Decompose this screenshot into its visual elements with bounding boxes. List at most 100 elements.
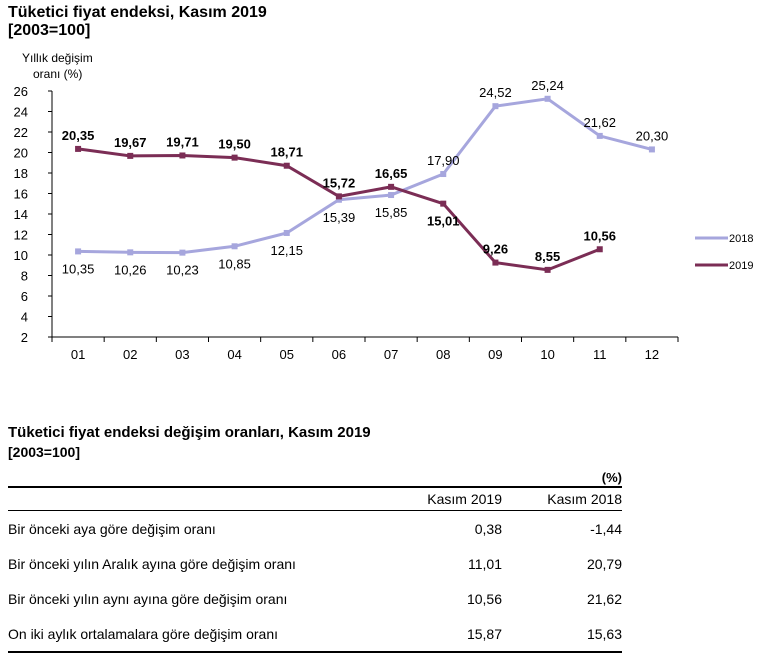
data-point-2019 xyxy=(179,152,186,159)
data-label-2018: 17,90 xyxy=(427,153,460,168)
data-label-2019: 19,67 xyxy=(114,135,147,150)
line-chart: Yıllık değişim oranı (%) 246810121416182… xyxy=(14,51,754,362)
data-label-2019: 15,01 xyxy=(427,214,460,229)
row-label: Bir önceki yılın aynı ayına göre değişim… xyxy=(8,590,288,607)
data-point-2019 xyxy=(231,154,238,161)
y-axis-label-line2: oranı (%) xyxy=(33,67,82,81)
data-label-2018: 15,39 xyxy=(323,210,356,225)
y-tick-label: 12 xyxy=(14,228,28,243)
data-point-2018 xyxy=(127,249,134,256)
data-label-2019: 16,65 xyxy=(375,166,408,181)
data-point-2019 xyxy=(544,266,551,273)
data-point-2018 xyxy=(492,103,499,110)
table-row: Bir önceki aya göre değişim oranı 0,38 -1,… xyxy=(8,511,622,546)
row-label: Bir önceki aya göre değişim oranı xyxy=(8,520,216,537)
data-point-2018 xyxy=(440,171,447,178)
x-tick-label: 08 xyxy=(436,347,450,362)
data-label-2019: 20,35 xyxy=(62,128,95,143)
data-label-2019: 19,50 xyxy=(218,137,251,152)
data-point-2018 xyxy=(544,95,551,102)
data-label-2018: 20,30 xyxy=(636,128,669,143)
row-value-2018: -1,44 xyxy=(590,520,622,537)
x-tick-label: 03 xyxy=(175,347,189,362)
row-label: Bir önceki yılın Aralık ayına göre değiş… xyxy=(8,555,296,572)
data-label-2018: 24,52 xyxy=(479,85,512,100)
y-tick-label: 16 xyxy=(14,187,28,202)
x-tick-label: 10 xyxy=(540,347,554,362)
data-point-2018 xyxy=(231,243,238,250)
data-label-2018: 21,62 xyxy=(583,115,616,130)
data-point-2018 xyxy=(283,229,290,236)
data-point-2019 xyxy=(335,193,342,200)
data-label-2019: 9,26 xyxy=(483,242,508,257)
row-value-2019: 15,87 xyxy=(466,625,502,642)
data-label-2019: 19,71 xyxy=(166,134,199,149)
data-label-2018: 10,23 xyxy=(166,263,199,278)
series-line-2018 xyxy=(78,97,653,255)
data-label-2018: 10,35 xyxy=(62,261,95,276)
data-point-2018 xyxy=(335,196,342,203)
row-value-2019: 11,01 xyxy=(468,555,502,572)
row-value-2018: 21,62 xyxy=(586,590,622,607)
data-point-2019 xyxy=(388,183,395,190)
x-tick-label: 01 xyxy=(71,347,85,362)
data-point-2018 xyxy=(596,132,603,139)
data-point-2018 xyxy=(179,249,186,256)
x-tick-label: 09 xyxy=(488,347,502,362)
data-label-2019: 15,72 xyxy=(323,175,356,190)
row-value-2018: 20,79 xyxy=(586,555,622,572)
y-tick-label: 18 xyxy=(14,166,28,181)
data-label-2018: 12,15 xyxy=(270,243,303,258)
header-kasim-2019: Kasım 2019 xyxy=(427,491,502,507)
chart-title: Tüketici fiyat endeksi, Kasım 2019 xyxy=(8,4,267,21)
y-tick-label: 10 xyxy=(14,248,28,263)
y-tick-label: 20 xyxy=(14,146,28,161)
data-point-2019 xyxy=(75,145,82,152)
x-tick-label: 04 xyxy=(227,347,241,362)
data-label-2018: 15,85 xyxy=(375,205,408,220)
y-tick-label: 6 xyxy=(21,289,28,304)
y-tick-label: 2 xyxy=(21,330,28,345)
legend-label-2019: 2019 xyxy=(729,260,753,272)
unit-label: (%) xyxy=(601,470,622,485)
y-tick-label: 8 xyxy=(21,269,28,284)
data-label-2019: 8,55 xyxy=(535,249,560,264)
data-point-2018 xyxy=(648,146,655,153)
row-value-2018: 15,63 xyxy=(586,625,622,642)
table-title: Tüketici fiyat endeksi değişim oranları,… xyxy=(8,424,371,441)
table-row: Bir önceki yılın aynı ayına göre değişim… xyxy=(8,581,622,616)
y-tick-label: 24 xyxy=(14,105,28,120)
y-axis-label-line1: Yıllık değişim xyxy=(22,51,93,65)
change-rates-table: (%) Kasım 2019 Kasım 2018 Bir önceki aya… xyxy=(8,470,622,653)
header-kasim-2018: Kasım 2018 xyxy=(547,491,622,507)
data-point-2018 xyxy=(75,248,82,255)
data-point-2018 xyxy=(388,192,395,199)
data-point-2019 xyxy=(596,246,603,253)
x-tick-label: 02 xyxy=(123,347,137,362)
table-header: Kasım 2019 Kasım 2018 xyxy=(8,486,622,511)
data-point-2019 xyxy=(492,259,499,266)
x-tick-label: 06 xyxy=(332,347,346,362)
y-tick-label: 22 xyxy=(14,125,28,140)
chart-subtitle: [2003=100] xyxy=(8,22,91,39)
x-tick-label: 07 xyxy=(384,347,398,362)
table-row: On iki aylık ortalamalara göre değişim o… xyxy=(8,616,622,653)
x-tick-label: 05 xyxy=(280,347,294,362)
table-row: Bir önceki yılın Aralık ayına göre değiş… xyxy=(8,546,622,581)
data-point-2019 xyxy=(283,162,290,169)
y-tick-label: 14 xyxy=(14,207,28,222)
table-subtitle: [2003=100] xyxy=(8,444,81,460)
legend-label-2018: 2018 xyxy=(729,233,753,245)
row-value-2019: 0,38 xyxy=(474,520,502,537)
row-value-2019: 10,56 xyxy=(466,590,502,607)
data-point-2019 xyxy=(127,152,134,159)
data-label-2019: 18,71 xyxy=(270,145,303,160)
x-tick-label: 11 xyxy=(593,347,607,362)
row-label: On iki aylık ortalamalara göre değişim o… xyxy=(8,625,279,642)
data-point-2019 xyxy=(440,200,447,207)
x-tick-label: 12 xyxy=(645,347,659,362)
data-label-2018: 10,26 xyxy=(114,262,147,277)
data-label-2018: 25,24 xyxy=(531,78,564,93)
y-tick-label: 4 xyxy=(21,310,28,325)
y-tick-label: 26 xyxy=(14,84,28,99)
